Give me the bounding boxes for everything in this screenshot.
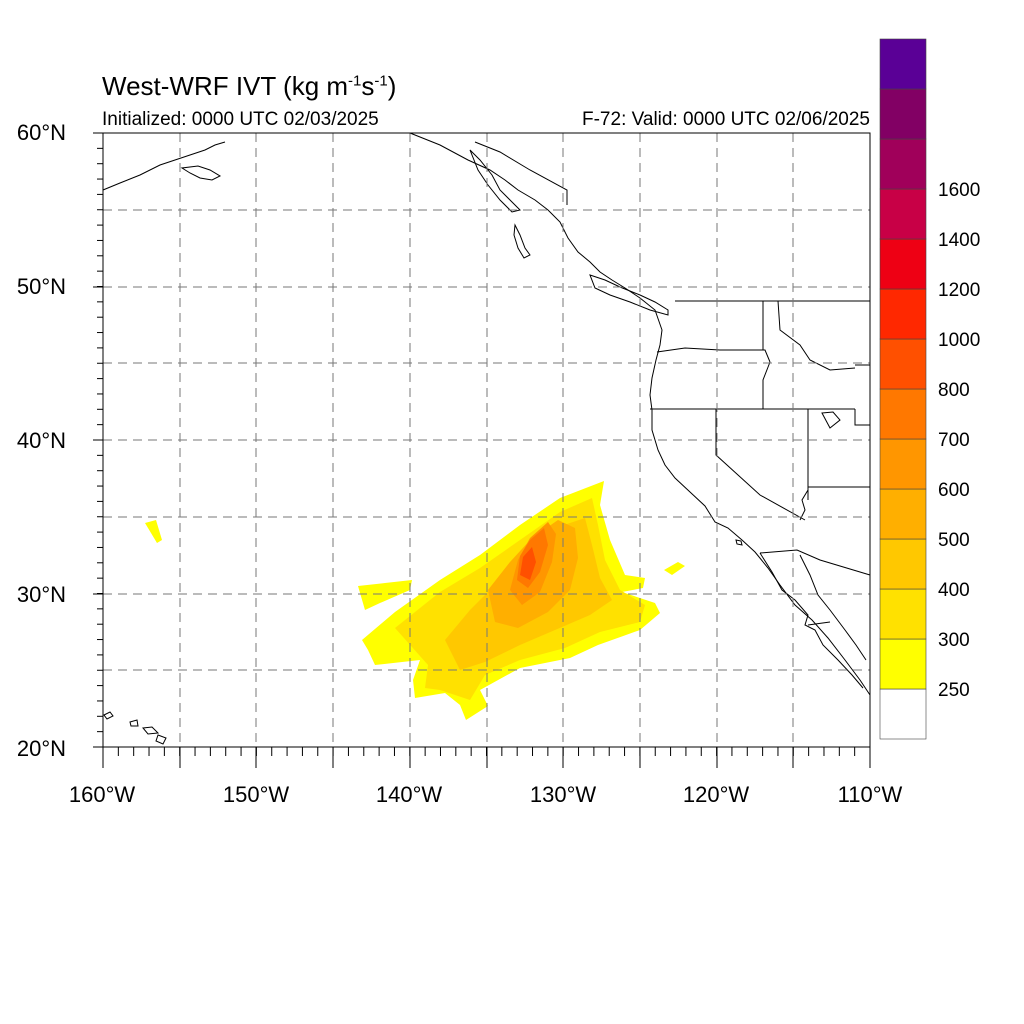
colorbar-box [879, 188, 927, 240]
colorbar [879, 38, 927, 740]
great-salt-lake [821, 411, 841, 429]
colorbar-box [879, 138, 927, 190]
colorbar-box [879, 338, 927, 390]
colorbar-label-300: 300 [938, 630, 970, 651]
initialized-time: Initialized: 0000 UTC 02/03/2025 [102, 109, 379, 130]
lat-label-60n: 60°N [16, 120, 66, 145]
ivt-contour-250-fringe [358, 580, 412, 610]
colorbar-box [879, 538, 927, 590]
colorbar-label-1400: 1400 [938, 230, 981, 251]
lon-label-150w: 150°W [222, 782, 290, 807]
colorbar-box [879, 688, 927, 740]
north-america-coastline [409, 132, 871, 696]
colorbar-label-1200: 1200 [938, 280, 981, 301]
vancouver-island [589, 274, 669, 316]
ivt-contour-500 [488, 520, 578, 628]
mexico-state-line [807, 621, 831, 626]
gulf-of-california [799, 554, 867, 661]
colorbar-box [879, 38, 927, 90]
wyoming-frame [854, 364, 871, 426]
colorbar-box [879, 288, 927, 340]
kodiak-island [180, 165, 222, 181]
hawaii-maui [142, 726, 160, 735]
map-title: West-WRF IVT (kg m-1s-1) [102, 71, 397, 101]
colorbar-box [879, 488, 927, 540]
coastlines [102, 132, 871, 745]
ivt-contour-250-fringe-east [664, 562, 685, 575]
colorbar-label-1600: 1600 [938, 180, 981, 201]
lat-label-20n: 20°N [16, 736, 66, 761]
lon-label-120w: 120°W [682, 782, 750, 807]
idaho-montana-border [777, 300, 856, 371]
ivt-contour-600 [510, 522, 556, 605]
ivt-contour-250-west [145, 520, 162, 543]
lon-label-160w: 160°W [68, 782, 136, 807]
lat-label-50n: 50°N [16, 274, 66, 299]
lon-label-130w: 130°W [529, 782, 597, 807]
ivt-field [145, 481, 685, 720]
haida-gwaii [513, 223, 531, 259]
hawaii-big-island [155, 734, 167, 745]
hawaii-oahu [129, 719, 139, 727]
alaska-canada-border [474, 141, 568, 205]
colorbar-box [879, 88, 927, 140]
colorado-river [799, 489, 809, 521]
hawaii-kauai [103, 711, 114, 720]
colorbar-label-1000: 1000 [938, 330, 981, 351]
map-frame [102, 132, 871, 748]
oregon-idaho-border [762, 361, 771, 409]
baja-peninsula [759, 552, 864, 689]
ivt-contour-800 [520, 547, 536, 580]
colorbar-box [879, 238, 927, 290]
valid-time: F-72: Valid: 0000 UTC 02/06/2025 [582, 109, 870, 130]
lon-label-110w: 110°W [837, 782, 903, 807]
colorbar-box [879, 388, 927, 440]
colorbar-box [879, 438, 927, 490]
california-nevada-border [715, 409, 806, 521]
ivt-contour-300 [395, 498, 645, 700]
channel-islands [735, 539, 743, 546]
colorbar-label-400: 400 [938, 580, 970, 601]
washington-oregon-border [656, 347, 771, 363]
colorbar-label-250: 250 [938, 680, 970, 701]
graticule [103, 133, 870, 747]
us-mexico-border [759, 549, 871, 576]
colorbar-box [879, 638, 927, 690]
alaska-coast [102, 141, 226, 191]
alaska-panhandle-islands [469, 149, 521, 213]
ivt-contour-700 [517, 528, 548, 588]
lat-label-40n: 40°N [16, 428, 66, 453]
colorbar-label-600: 600 [938, 480, 970, 501]
ivt-contour-250 [362, 481, 660, 720]
minor-ticks [97, 132, 871, 756]
colorbar-label-800: 800 [938, 380, 970, 401]
major-ticks [93, 132, 871, 768]
lon-label-140w: 140°W [375, 782, 443, 807]
lat-label-30n: 30°N [16, 582, 66, 607]
colorbar-label-700: 700 [938, 430, 970, 451]
colorbar-label-500: 500 [938, 530, 970, 551]
colorbar-box [879, 588, 927, 640]
ivt-contour-400 [445, 518, 612, 670]
political-borders [474, 141, 871, 626]
